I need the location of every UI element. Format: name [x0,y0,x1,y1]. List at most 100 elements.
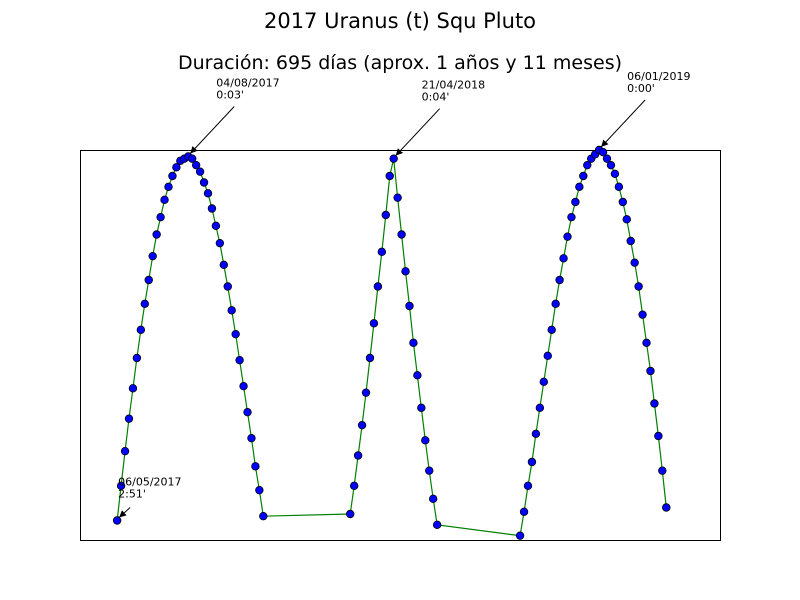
data-point [650,399,659,408]
data-point [539,377,549,387]
annotation-text: 04/08/2017 [216,77,279,90]
data-point [215,238,225,248]
data-point [515,531,525,540]
data-point [381,210,390,220]
data-point [559,254,568,263]
data-point [397,230,406,239]
annotation-arrow [118,507,131,518]
data-point [136,325,146,335]
data-point [614,182,624,192]
data-point [132,353,142,363]
data-point [523,481,533,491]
annotation-text: 06/05/2017 [118,476,181,489]
annotation-text: 06/01/2019 [627,70,690,83]
data-point [128,384,138,393]
data-point [227,306,236,315]
data-point [535,403,545,413]
data-point [602,154,612,163]
data-point [223,282,232,291]
data-point [662,503,671,512]
data-point [191,160,201,170]
data-point [255,485,264,495]
data-point [247,433,256,443]
annotation-text: 21/04/2018 [422,79,485,92]
data-point [195,167,205,176]
data-point [199,178,209,187]
data-point [409,338,418,348]
data-point [634,282,643,291]
data-point [571,197,580,207]
data-point [583,160,592,170]
data-point [622,215,631,224]
data-point [373,282,383,291]
chart-title: 2017 Uranus (t) Squ Pluto [264,9,536,33]
data-point [575,182,584,192]
data-point [203,189,213,198]
data-point [235,355,244,365]
data-point [389,154,398,163]
data-point [642,338,651,348]
data-point [116,481,126,491]
annotation-text: 0:03' [216,89,244,102]
data-point [417,403,426,413]
data-point [251,462,260,471]
data-point [527,457,537,467]
data-point [357,420,367,430]
data-point [547,325,556,335]
data-point [543,351,552,361]
data-point [425,466,434,475]
data-point [259,511,268,521]
data-point [160,195,169,205]
data-point [164,182,173,192]
chart-subtitle: Duración: 695 días (aprox. 1 años y 11 m… [178,52,622,74]
data-point [207,204,217,213]
data-point [156,212,165,222]
data-point [567,212,576,222]
data-point [551,299,560,309]
data-point [658,466,667,475]
annotation-text: 0:04' [422,91,450,104]
data-point [152,230,161,239]
data-point [124,414,134,423]
data-point [120,446,130,456]
data-point [413,371,422,380]
annotation-arrow [189,106,235,154]
annotation-arrow [395,108,441,157]
data-point [365,353,375,363]
data-point [377,247,387,257]
data-point [401,267,410,276]
data-point [168,171,177,181]
data-point [519,507,529,517]
data-point [148,251,157,261]
data-point [353,451,363,460]
annotation-text: 2:51' [118,488,146,501]
data-point [598,147,608,157]
data-point [579,171,588,181]
data-point [369,319,379,328]
annotation-text: 0:00' [627,82,655,95]
data-point [610,169,620,179]
data-point [646,366,655,376]
data-point [432,520,442,530]
data-point [231,329,240,339]
data-point [211,221,221,231]
data-point [243,407,252,417]
data-point [563,232,572,241]
data-point [144,275,153,285]
data-point [361,388,371,397]
data-point [638,310,647,319]
data-point [421,436,430,445]
data-point [140,299,149,309]
data-point [385,171,394,181]
data-point [239,381,248,391]
data-point [393,193,402,202]
data-point [428,494,438,504]
data-point [606,160,616,170]
data-point [112,516,122,525]
data-point [630,258,639,267]
data-point [346,509,355,519]
data-point [219,260,229,270]
data-point [654,431,663,441]
